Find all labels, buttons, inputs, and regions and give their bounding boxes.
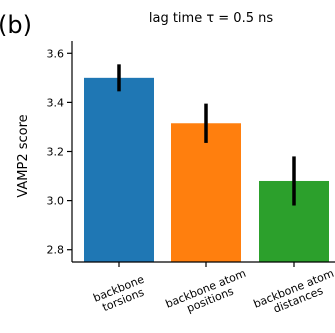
- y-axis-ticks: 2.8 3.0 3.2 3.4 3.6: [47, 47, 72, 257]
- x-tick-label: backbone atomdistances: [252, 267, 335, 322]
- x-axis-ticks: backbonetorsions backbone atompositions ba…: [91, 262, 335, 322]
- bar: [84, 77, 154, 262]
- x-tick-label: backbone atompositions: [164, 267, 253, 322]
- y-tick-label: 3.4: [47, 96, 65, 109]
- chart-title: lag time τ = 0.5 ns: [149, 11, 273, 26]
- y-tick-label: 3.2: [47, 146, 65, 159]
- y-axis-label: VAMP2 score: [16, 114, 31, 197]
- y-tick-label: 2.8: [47, 244, 65, 257]
- bars-layer: [84, 77, 329, 262]
- x-tick-label: backbonetorsions: [91, 273, 150, 316]
- bar: [171, 123, 241, 262]
- y-tick-label: 3.6: [47, 47, 65, 60]
- y-tick-label: 3.0: [47, 195, 65, 208]
- panel-label: (b): [0, 11, 32, 39]
- error-bars-layer: [117, 64, 296, 206]
